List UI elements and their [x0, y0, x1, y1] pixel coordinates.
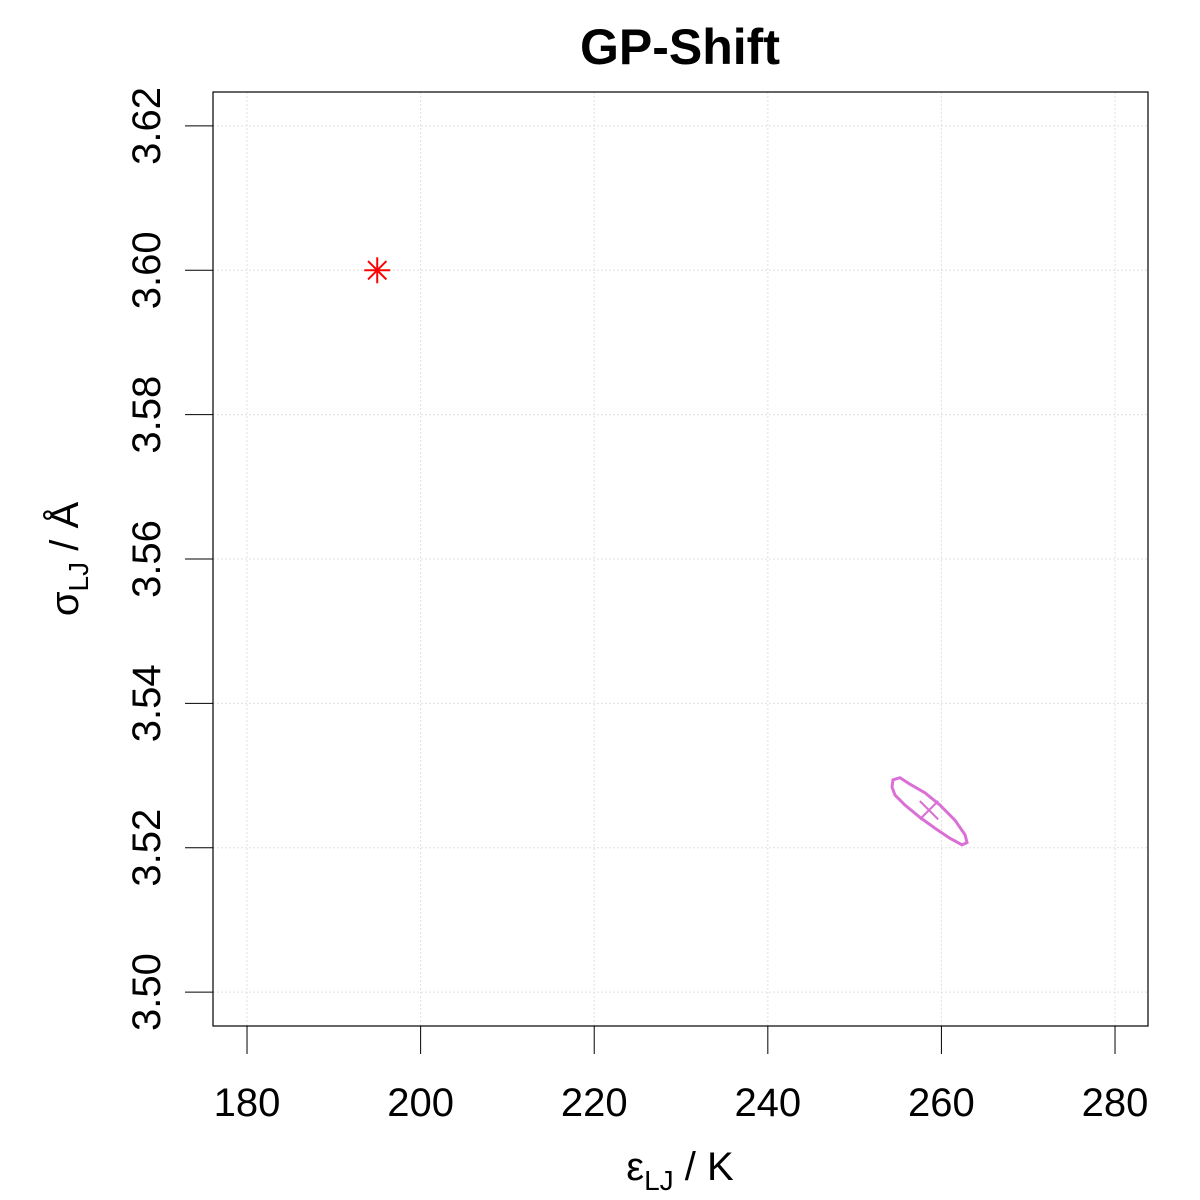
y-tick-label: 3.62 — [125, 87, 169, 165]
y-tick-label: 3.56 — [125, 520, 169, 598]
plot-frame — [212, 91, 1149, 1027]
x-tick-label: 180 — [214, 1081, 281, 1125]
y-tick-label: 3.50 — [125, 953, 169, 1031]
y-tick-label: 3.52 — [125, 809, 169, 887]
y-label-subscript: LJ — [63, 562, 94, 592]
y-label-symbol: σ — [43, 591, 87, 616]
point-marker — [364, 257, 391, 284]
contour-line — [890, 776, 969, 847]
x-axis-label: εLJ / K — [626, 1145, 734, 1196]
x-tick-label: 220 — [561, 1081, 628, 1125]
y-tick-label: 3.54 — [125, 664, 169, 742]
chart-title: GP-Shift — [580, 19, 780, 75]
marker-stroke — [367, 260, 388, 281]
y-tick-label: 3.60 — [125, 231, 169, 309]
marker-stroke — [919, 800, 939, 821]
y-label-unit: / Å — [42, 502, 87, 562]
point-marker — [919, 800, 939, 821]
x-label-unit: / K — [674, 1145, 734, 1189]
x-tick-label: 200 — [387, 1081, 454, 1125]
x-label-subscript: LJ — [644, 1165, 674, 1196]
y-axis-label: σLJ / Å — [42, 502, 94, 617]
x-tick-label: 260 — [908, 1081, 975, 1125]
x-label-symbol: ε — [626, 1145, 644, 1189]
y-tick-label: 3.58 — [125, 376, 169, 454]
x-tick-label: 240 — [734, 1081, 801, 1125]
x-tick-label: 280 — [1082, 1081, 1149, 1125]
